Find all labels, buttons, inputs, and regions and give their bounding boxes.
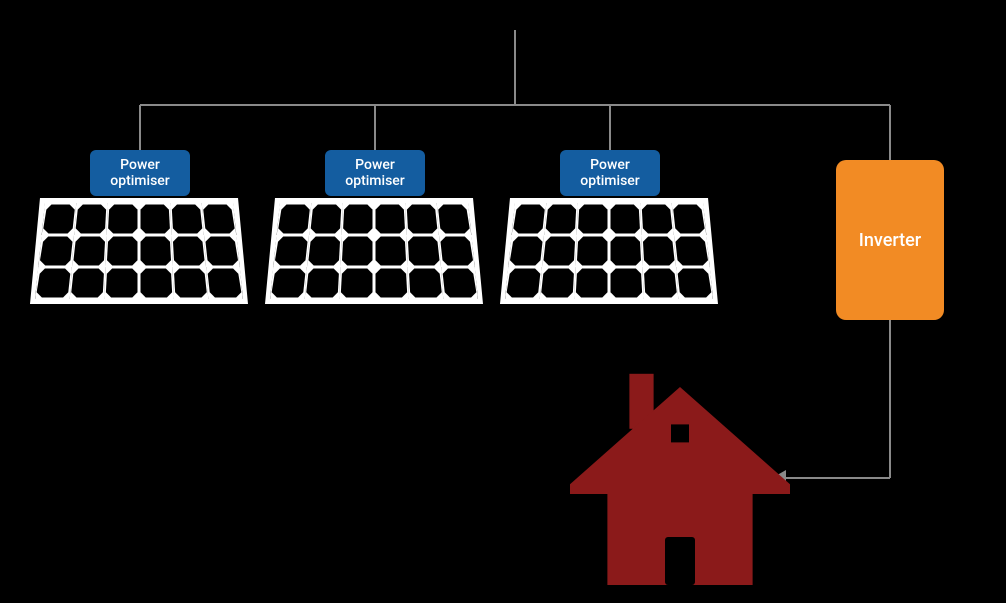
wire-drop-2 (374, 105, 376, 150)
inverter-label: Inverter (859, 230, 921, 251)
optimiser-label: Power optimiser (110, 157, 169, 189)
optimiser-label: Power optimiser (345, 157, 404, 189)
wire-drop-1 (139, 105, 141, 150)
wire-inverter-down (889, 320, 891, 478)
wire-top-bus (140, 104, 890, 106)
wire-inverter-left (784, 477, 890, 479)
diagram-canvas: { "layout": { "width": 1006, "height": 6… (0, 0, 1006, 603)
solar-panel-3 (500, 198, 718, 304)
inverter: Inverter (836, 160, 944, 320)
wire-top-drop (514, 30, 516, 105)
optimiser-label: Power optimiser (580, 157, 639, 189)
power-optimiser-1: Power optimiser (90, 150, 190, 196)
power-optimiser-2: Power optimiser (325, 150, 425, 196)
solar-panel-2 (265, 198, 483, 304)
solar-panel-1 (30, 198, 248, 304)
house-icon (570, 365, 790, 585)
wire-drop-inverter (889, 105, 891, 160)
power-optimiser-3: Power optimiser (560, 150, 660, 196)
wire-drop-3 (609, 105, 611, 150)
